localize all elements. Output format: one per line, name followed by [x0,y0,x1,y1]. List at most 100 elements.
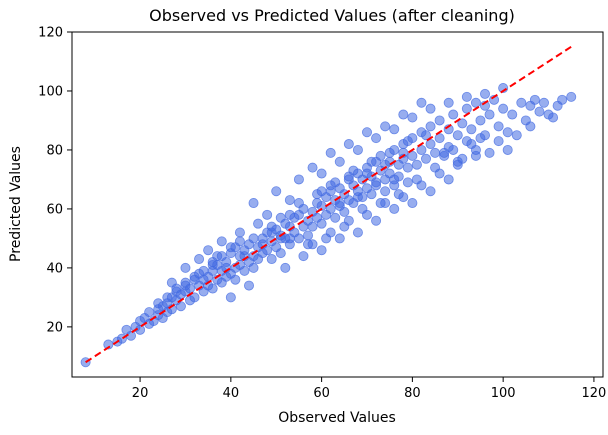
scatter-point [411,174,422,185]
scatter-point [234,236,245,247]
scatter-point [275,212,286,223]
scatter-point [357,203,368,214]
scatter-point [293,198,304,209]
scatter-point [389,124,400,135]
scatter-point [234,227,245,238]
scatter-point [248,262,259,273]
scatter-point [325,147,336,158]
scatter-point [411,159,422,170]
scatter-point [189,271,200,282]
scatter-point [262,209,273,220]
scatter-point [180,280,191,291]
scatter-point [302,239,313,250]
scatter-point [371,180,382,191]
scatter-point [307,162,318,173]
x-axis-label: Observed Values [278,410,396,426]
scatter-point [316,186,327,197]
scatter-point [534,106,545,117]
scatter-point [375,198,386,209]
y-tick-label: 40 [46,261,63,276]
scatter-point [557,94,568,105]
scatter-point [380,186,391,197]
scatter-point [307,221,318,232]
points-layer [80,83,577,368]
scatter-point [466,139,477,150]
x-tick-label: 60 [313,386,330,401]
scatter-point [225,242,236,253]
scatter-point [343,139,354,150]
scatter-point [248,233,259,244]
scatter-point [334,198,345,209]
scatter-point [539,97,550,108]
scatter-point [461,103,472,114]
y-tick-label: 20 [46,320,63,335]
scatter-point [434,133,445,144]
scatter-point [507,109,518,120]
scatter-point [416,97,427,108]
scatter-point [316,168,327,179]
y-axis-ticks: 20 40 60 80 100 120 [38,26,72,335]
scatter-point [425,121,436,132]
y-tick-label: 100 [38,84,63,99]
scatter-point [216,236,227,247]
scatter-point [225,292,236,303]
reference-line [85,45,572,364]
scatter-point [189,292,200,303]
scatter-point [566,91,577,102]
scatter-point [366,156,377,167]
scatter-point [380,159,391,170]
scatter-point [207,283,218,294]
scatter-point [516,97,527,108]
y-tick-label: 60 [46,202,63,217]
scatter-point [284,209,295,220]
scatter-point [316,245,327,256]
scatter-point [493,121,504,132]
y-tick-label: 80 [46,143,63,158]
scatter-point [198,265,209,276]
scatter-point [380,121,391,132]
x-tick-label: 100 [491,386,516,401]
scatter-point [502,144,513,155]
scatter-point [425,139,436,150]
scatter-point [420,153,431,164]
x-axis-ticks: 20 40 60 80 100 120 [132,377,606,401]
scatter-point [321,233,332,244]
scatter-point [470,150,481,161]
scatter-point [402,162,413,173]
scatter-point [448,144,459,155]
x-tick-label: 40 [223,386,240,401]
scatter-point [389,203,400,214]
scatter-point [298,251,309,262]
scatter-point [352,192,363,203]
scatter-point [425,103,436,114]
scatter-point [548,112,559,123]
reference-line-layer [85,45,572,364]
scatter-point [325,180,336,191]
scatter-point [457,153,468,164]
scatter-point [216,251,227,262]
scatter-point [407,150,418,161]
scatter-point [248,198,259,209]
scatter-point [443,174,454,185]
scatter-point [144,307,155,318]
y-tick-label: 120 [38,26,63,41]
scatter-point [443,97,454,108]
x-tick-label: 20 [132,386,149,401]
scatter-point [361,127,372,138]
scatter-point [420,130,431,141]
scatter-point [153,298,164,309]
scatter-point [230,274,241,285]
scatter-point [452,130,463,141]
scatter-point [484,147,495,158]
scatter-point [466,124,477,135]
scatter-point [162,292,173,303]
scatter-point [407,112,418,123]
scatter-point [430,147,441,158]
scatter-point [334,156,345,167]
scatter-point [175,301,186,312]
scatter-point [375,150,386,161]
scatter-point [194,254,205,265]
scatter-point [371,133,382,144]
scatter-point [425,186,436,197]
scatter-point [266,221,277,232]
